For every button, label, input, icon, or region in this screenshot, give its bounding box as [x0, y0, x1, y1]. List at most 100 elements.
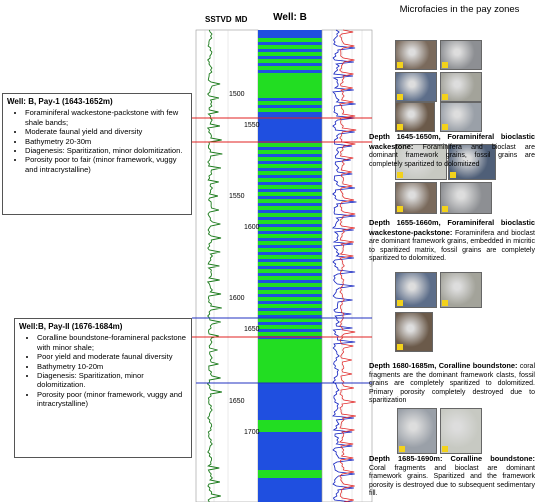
lithology-band [258, 63, 322, 66]
lithology-stripes [258, 30, 322, 502]
microfacies-description: Depth 1645-1650m, Foraminiferal bioclast… [369, 132, 535, 169]
header-well: Well: B [273, 12, 307, 23]
lithology-band [258, 294, 322, 297]
md-tick-label: 1600 [244, 224, 260, 231]
lithology-band [258, 329, 322, 332]
header-md: MD [235, 15, 248, 24]
pay-zone-list: Foraminiferal wackestone-packstone with … [7, 108, 187, 174]
thin-section-photo [440, 408, 482, 454]
lithology-band [258, 287, 322, 290]
lithology-band [258, 224, 322, 227]
description-heading: Depth 1655-1660m, Foraminiferal bioclast… [369, 218, 535, 237]
thin-section-photo [440, 40, 482, 70]
description-text: Foraminifera and bioclast are dominant f… [369, 229, 535, 263]
microfacies-description: Depth 1655-1660m, Foraminiferal bioclast… [369, 218, 535, 264]
lithology-band [258, 175, 322, 178]
microfacies-title: Microfacies in the pay zones [399, 4, 520, 15]
lithology-band [258, 238, 322, 241]
lithology-band [258, 154, 322, 157]
lithology-band [258, 432, 322, 470]
pay-zone-bullet: Porosity poor (minor framework, vuggy an… [37, 390, 187, 409]
pay-zone-box: Well:B, Pay-II (1676-1684m) Coralline bou… [14, 318, 192, 458]
thin-section-photo [395, 72, 437, 102]
sstvd-tick-label: 1500 [229, 91, 245, 98]
resistivity-curve [331, 29, 357, 502]
lithology-band [258, 266, 322, 269]
lithology-band [258, 70, 322, 73]
pay-zone-bullet: Bathymetry 10-20m [37, 362, 187, 371]
lithology-band [258, 478, 322, 502]
description-heading: Depth 1680-1685m, Coralline boundstone: [369, 361, 518, 370]
pay-zone-bullet: Moderate faunal yield and diversity [25, 127, 187, 136]
lithology-band [258, 42, 322, 45]
lithology-band [258, 280, 322, 283]
pay-zone-bullet: Bathymetry 20-30m [25, 137, 187, 146]
depth-track [195, 29, 259, 502]
depth-ticks: 1500 1550 1600 1650 1550 1600 1650 1700 [229, 91, 260, 436]
thin-section-photo [395, 40, 437, 70]
lithology-band [258, 301, 322, 304]
lithology-band [258, 168, 322, 171]
pay-zone-bullet: Diagenesis: Sparitization, minor dolomit… [25, 146, 187, 155]
description-text: coral fragments are the dominant framewo… [369, 363, 536, 405]
pay-zone-title: Well: B, Pay-1 (1643-1652m) [7, 97, 113, 106]
description-heading: Depth 1645-1650m, Foraminiferal bioclast… [369, 132, 535, 151]
thin-section-photo [440, 182, 492, 214]
lithology-band [258, 252, 322, 255]
description-heading: Depth 1685-1690m: Coralline boundstone: [369, 454, 535, 463]
lithology-band [258, 112, 322, 115]
lithology-band [258, 315, 322, 318]
pay-zone-bullet: Diagenesis: Sparitization, minor dolomit… [37, 371, 187, 390]
md-tick-label: 1650 [244, 326, 260, 333]
pay-zone-bullet: Foraminiferal wackestone-packstone with … [25, 108, 187, 127]
gamma-ray-curve [206, 29, 223, 502]
resistivity-track [321, 29, 373, 502]
sstvd-tick-label: 1550 [229, 193, 245, 200]
description-text: Foraminifera and bioclast are dominant f… [369, 143, 535, 168]
lithology-band [258, 115, 322, 140]
lithology-band [258, 203, 322, 206]
microfacies-description: Depth 1680-1685m, Coralline boundstone: … [369, 361, 536, 406]
lithology-band [258, 231, 322, 234]
lithology-band [258, 161, 322, 164]
microfacies-description: Depth 1685-1690m: Coralline boundstone: … [369, 454, 535, 499]
lithology-band [258, 98, 322, 101]
pay-zone-list: Coralline boundstone-foramineral packsto… [19, 333, 187, 408]
pay-zone-title: Well:B, Pay-II (1676-1684m) [19, 322, 123, 331]
lithology-band [258, 30, 322, 38]
md-tick-label: 1550 [244, 122, 260, 129]
lithology-band [258, 308, 322, 311]
lithology-band [258, 49, 322, 52]
lithology-band [258, 210, 322, 213]
lithology-band [258, 182, 322, 185]
lithology-band [258, 273, 322, 276]
thin-section-photo [440, 272, 482, 308]
lithology-band [258, 147, 322, 150]
pay-zone-bullet: Poor yield and moderate faunal diversity [37, 352, 187, 361]
thin-section-photo [395, 144, 447, 180]
thin-section-photo [395, 182, 437, 214]
sstvd-tick-label: 1600 [229, 295, 245, 302]
thin-section-photo [440, 102, 482, 132]
thin-section-photo [395, 102, 435, 132]
header-sstvd: SSTVD [205, 15, 232, 24]
lithology-band [258, 196, 322, 199]
description-text: Coral fragments and bioclast are dominan… [369, 464, 535, 498]
thin-section-photo [395, 272, 437, 308]
thin-section-photo [395, 312, 433, 352]
thin-section-photo [397, 408, 437, 454]
lithology-band [258, 189, 322, 192]
thin-section-photo [440, 72, 482, 102]
thin-section-photo [448, 144, 496, 180]
lithology-band [258, 217, 322, 220]
track-grid [204, 30, 363, 502]
lithology-band [258, 245, 322, 248]
lithology-band [258, 56, 322, 59]
pay-zone-bullet: Coralline boundstone-foramineral packsto… [37, 333, 187, 352]
md-tick-label: 1700 [244, 429, 260, 436]
resistivity-curve [338, 29, 357, 502]
pay-zone-bullet: Porosity poor to fair (minor framework, … [25, 155, 187, 174]
lithology-band [258, 105, 322, 108]
